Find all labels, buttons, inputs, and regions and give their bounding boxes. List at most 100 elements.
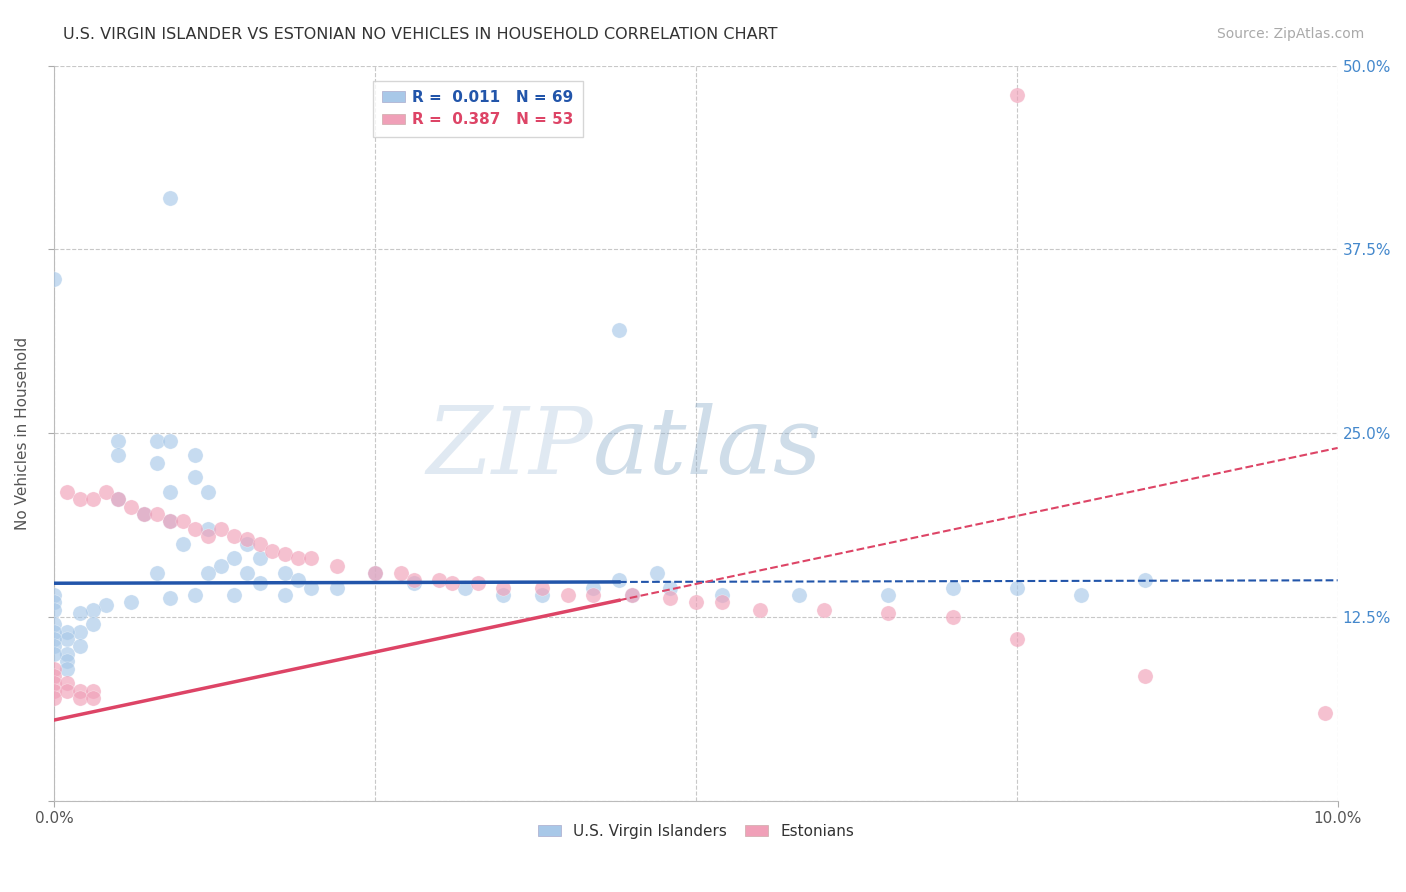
Point — [1070, 588, 1092, 602]
Point — [249, 551, 271, 566]
Point — [82, 617, 104, 632]
Point — [44, 683, 66, 698]
Point — [620, 588, 643, 602]
Point — [492, 581, 515, 595]
Point — [402, 574, 425, 588]
Point — [44, 647, 66, 661]
Point — [69, 606, 91, 620]
Point — [222, 529, 245, 543]
Point — [582, 588, 605, 602]
Point — [56, 683, 79, 698]
Point — [44, 624, 66, 639]
Point — [44, 595, 66, 609]
Point — [146, 507, 169, 521]
Point — [69, 683, 91, 698]
Point — [325, 581, 347, 595]
Point — [787, 588, 810, 602]
Point — [82, 690, 104, 705]
Point — [69, 624, 91, 639]
Point — [620, 588, 643, 602]
Point — [120, 595, 142, 609]
Point — [249, 536, 271, 550]
Point — [236, 532, 259, 546]
Point — [222, 551, 245, 566]
Point — [877, 588, 900, 602]
Point — [249, 576, 271, 591]
Point — [56, 485, 79, 500]
Point — [197, 522, 219, 536]
Point — [56, 661, 79, 675]
Point — [134, 507, 156, 521]
Point — [274, 588, 297, 602]
Point — [209, 522, 232, 536]
Point — [146, 456, 169, 470]
Point — [364, 566, 387, 580]
Point — [184, 588, 207, 602]
Point — [159, 191, 181, 205]
Point — [146, 566, 169, 580]
Text: Source: ZipAtlas.com: Source: ZipAtlas.com — [1216, 27, 1364, 41]
Point — [287, 574, 309, 588]
Legend: U.S. Virgin Islanders, Estonians: U.S. Virgin Islanders, Estonians — [531, 817, 860, 845]
Point — [56, 624, 79, 639]
Point — [749, 603, 772, 617]
Point — [69, 690, 91, 705]
Point — [877, 606, 900, 620]
Y-axis label: No Vehicles in Household: No Vehicles in Household — [15, 336, 30, 530]
Point — [710, 595, 733, 609]
Point — [69, 492, 91, 507]
Point — [402, 576, 425, 591]
Point — [325, 558, 347, 573]
Point — [659, 581, 682, 595]
Point — [159, 434, 181, 448]
Point — [209, 558, 232, 573]
Point — [184, 522, 207, 536]
Point — [82, 492, 104, 507]
Point — [44, 617, 66, 632]
Point — [172, 536, 194, 550]
Point — [813, 603, 835, 617]
Point — [56, 647, 79, 661]
Point — [274, 566, 297, 580]
Point — [364, 566, 387, 580]
Point — [44, 272, 66, 286]
Point — [197, 485, 219, 500]
Point — [659, 591, 682, 605]
Point — [44, 640, 66, 654]
Point — [120, 500, 142, 514]
Point — [82, 603, 104, 617]
Point — [56, 676, 79, 690]
Point — [389, 566, 412, 580]
Point — [107, 492, 129, 507]
Point — [184, 470, 207, 484]
Point — [94, 599, 117, 613]
Point — [107, 492, 129, 507]
Point — [685, 595, 707, 609]
Point — [159, 515, 181, 529]
Point — [647, 566, 669, 580]
Point — [492, 588, 515, 602]
Point — [82, 683, 104, 698]
Point — [582, 581, 605, 595]
Point — [222, 588, 245, 602]
Point — [530, 581, 553, 595]
Point — [159, 515, 181, 529]
Point — [274, 547, 297, 561]
Text: U.S. VIRGIN ISLANDER VS ESTONIAN NO VEHICLES IN HOUSEHOLD CORRELATION CHART: U.S. VIRGIN ISLANDER VS ESTONIAN NO VEHI… — [63, 27, 778, 42]
Point — [287, 551, 309, 566]
Point — [299, 551, 322, 566]
Point — [134, 507, 156, 521]
Point — [146, 434, 169, 448]
Point — [467, 576, 489, 591]
Point — [1005, 88, 1028, 103]
Point — [44, 632, 66, 647]
Point — [44, 676, 66, 690]
Point — [942, 610, 965, 624]
Text: ZIP: ZIP — [426, 403, 593, 493]
Point — [56, 632, 79, 647]
Point — [197, 566, 219, 580]
Point — [942, 581, 965, 595]
Point — [710, 588, 733, 602]
Point — [1005, 632, 1028, 647]
Point — [184, 448, 207, 462]
